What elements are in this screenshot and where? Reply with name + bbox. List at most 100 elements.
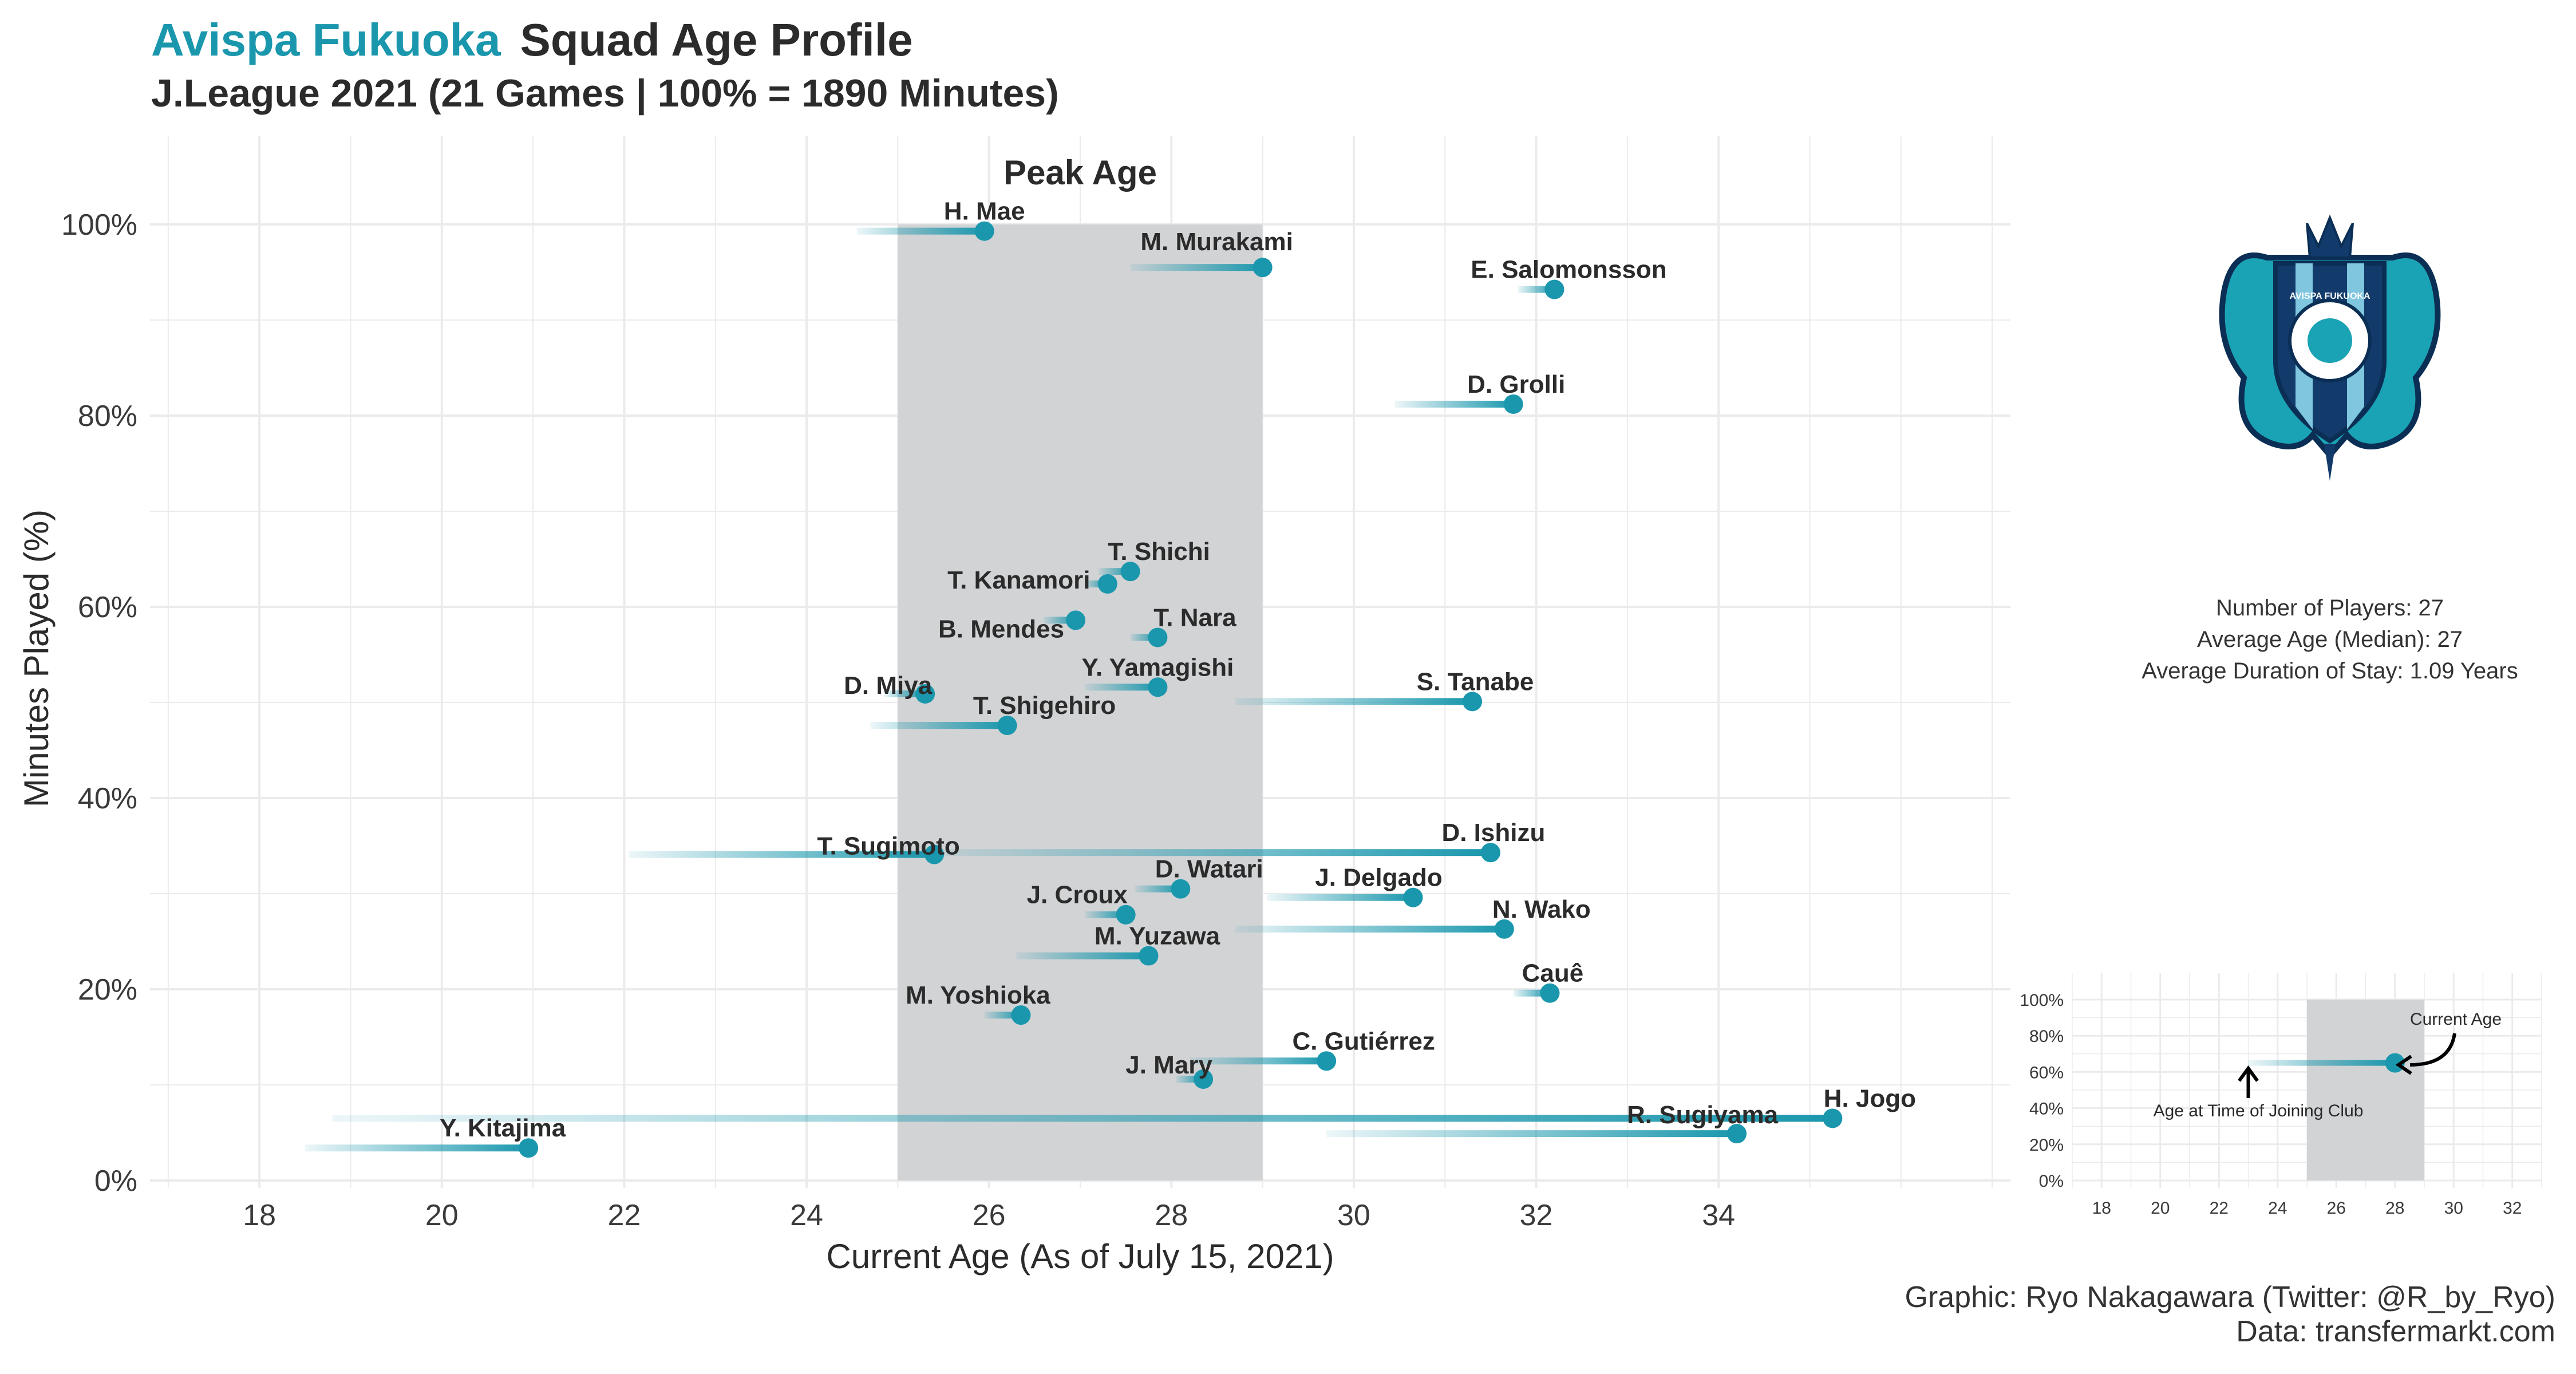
player-point [1139, 946, 1159, 966]
player-label: T. Nara [1153, 603, 1236, 631]
player-trail [1326, 1130, 1737, 1138]
y-tick-label: 80% [78, 400, 137, 433]
player-trail [1084, 580, 1108, 587]
x-tick-label: 26 [973, 1199, 1006, 1232]
player-trail [1016, 952, 1149, 960]
player-point [1171, 879, 1191, 899]
player-point [915, 684, 935, 704]
y-tick-label: 40% [78, 782, 137, 815]
player-label: M. Yoshioka [906, 981, 1050, 1009]
player-label: H. Mae [944, 198, 1025, 226]
player-point [1480, 843, 1500, 863]
player-label: T. Sugimoto [817, 832, 959, 860]
player-trail [629, 851, 935, 858]
x-tick-label: 20 [425, 1199, 459, 1232]
player-point [974, 221, 994, 241]
main-panel: Peak Age 18 20 22 24 26 28 30 32 34 0% 20% 40% 60% 80%… [17, 136, 2010, 1276]
player-label: T. Kanamori [947, 566, 1090, 594]
legend-joined-arrowhead [2238, 1065, 2259, 1082]
player-point [1727, 1124, 1747, 1144]
x-tick-label: 30 [1337, 1199, 1370, 1232]
player-point [1253, 258, 1273, 278]
crest-text: AVISPA FUKUOKA [2289, 291, 2370, 301]
player-label: Y. Kitajima [440, 1114, 566, 1142]
legend-y-tick-label: 20% [2029, 1136, 2064, 1155]
player-trail [1235, 925, 1504, 933]
player-label: D. Miya [844, 672, 933, 700]
legend-current-age-arrowhead [2395, 1055, 2412, 1075]
player-label: H. Jogo [1824, 1084, 1916, 1112]
player-point [1116, 905, 1136, 925]
player-label: C. Gutiérrez [1292, 1027, 1435, 1055]
legend-y-tick-label: 60% [2029, 1063, 2064, 1082]
player-point [1148, 627, 1168, 647]
legend-panel: 18 20 22 24 26 28 30 32 0% 20% 40% 60% 80% 100% Curren… [2020, 973, 2542, 1218]
y-tick-label: 100% [61, 208, 137, 242]
player-point [1544, 279, 1564, 299]
player-point [1463, 692, 1483, 712]
legend-current-age-arrow [2409, 1033, 2456, 1067]
legend-x-tick-label: 28 [2385, 1199, 2404, 1218]
y-tick-label: 60% [78, 591, 137, 624]
legend-y-tick-label: 100% [2020, 991, 2064, 1010]
player-point [519, 1138, 539, 1158]
x-tick-label: 32 [1520, 1199, 1553, 1232]
player-label: D. Ishizu [1441, 819, 1545, 847]
player-point [1494, 919, 1514, 939]
stat-median-age: Average Age (Median): 27 [2196, 627, 2463, 652]
legend-x-tick-label: 30 [2444, 1199, 2463, 1218]
player-label: D. Grolli [1467, 370, 1565, 398]
player-point [1503, 394, 1523, 414]
player-labels: H. Mae M. Murakami E. Salomonsson D. Grolli… [440, 198, 1916, 1143]
caption-graphic: Graphic: Ryo Nakagawara (Twitter: @R_by_… [1905, 1281, 2555, 1314]
x-tick-label: 34 [1702, 1199, 1735, 1232]
legend-x-tick-label: 26 [2327, 1199, 2346, 1218]
player-point [1066, 610, 1086, 630]
chart-title: Avispa Fukuoka Squad Age Profile [151, 14, 913, 66]
legend-y-tick-label: 0% [2039, 1172, 2064, 1191]
player-label: Cauê [1522, 960, 1584, 988]
player-label: B. Mendes [938, 615, 1064, 643]
stat-stay: Average Duration of Stay: 1.09 Years [2142, 658, 2518, 684]
player-point [1097, 574, 1117, 594]
club-crest-icon: AVISPA FUKUOKA [2219, 214, 2441, 481]
player-label: M. Murakami [1140, 228, 1293, 256]
chart-subtitle: J.League 2021 (21 Games | 100% = 1890 Mi… [151, 72, 1059, 115]
legend-x-tick-label: 20 [2151, 1199, 2170, 1218]
player-point [1403, 887, 1423, 907]
player-trail [1084, 684, 1158, 691]
player-trail [332, 1115, 1833, 1122]
player-label: T. Shigehiro [973, 692, 1116, 720]
legend-example-trail [2248, 1060, 2395, 1066]
player-label: J. Croux [1027, 881, 1128, 909]
player-point [1120, 562, 1140, 582]
player-trail [1135, 885, 1181, 893]
player-trail [884, 690, 926, 697]
stat-players: Number of Players: 27 [2216, 595, 2444, 621]
title-text: Squad Age Profile [520, 14, 913, 65]
player-trail [856, 227, 985, 235]
peak-age-label: Peak Age [1003, 153, 1157, 192]
y-tick-label: 20% [78, 973, 137, 1006]
x-tick-label: 28 [1155, 1199, 1188, 1232]
legend-x-tick-label: 24 [2268, 1199, 2287, 1218]
player-label: S. Tanabe [1417, 668, 1534, 696]
y-tick-label: 0% [94, 1164, 137, 1198]
player-point [1148, 677, 1168, 697]
x-tick-label: 24 [790, 1199, 823, 1232]
player-trail [934, 849, 1491, 856]
legend-y-tick-label: 40% [2029, 1100, 2064, 1119]
player-points [519, 221, 1843, 1158]
player-label: Y. Yamagishi [1082, 653, 1234, 681]
player-label: M. Yuzawa [1095, 922, 1220, 950]
x-axis-label: Current Age (As of July 15, 2021) [826, 1237, 1334, 1276]
player-label: D. Watari [1155, 855, 1263, 883]
player-point [1540, 983, 1560, 1003]
caption-data: Data: transfermarkt.com [2236, 1315, 2555, 1348]
player-trail [1130, 264, 1263, 271]
player-label: E. Salomonsson [1471, 256, 1666, 284]
x-tick-label: 22 [608, 1199, 641, 1232]
legend-current-age-label: Current Age [2410, 1010, 2502, 1029]
